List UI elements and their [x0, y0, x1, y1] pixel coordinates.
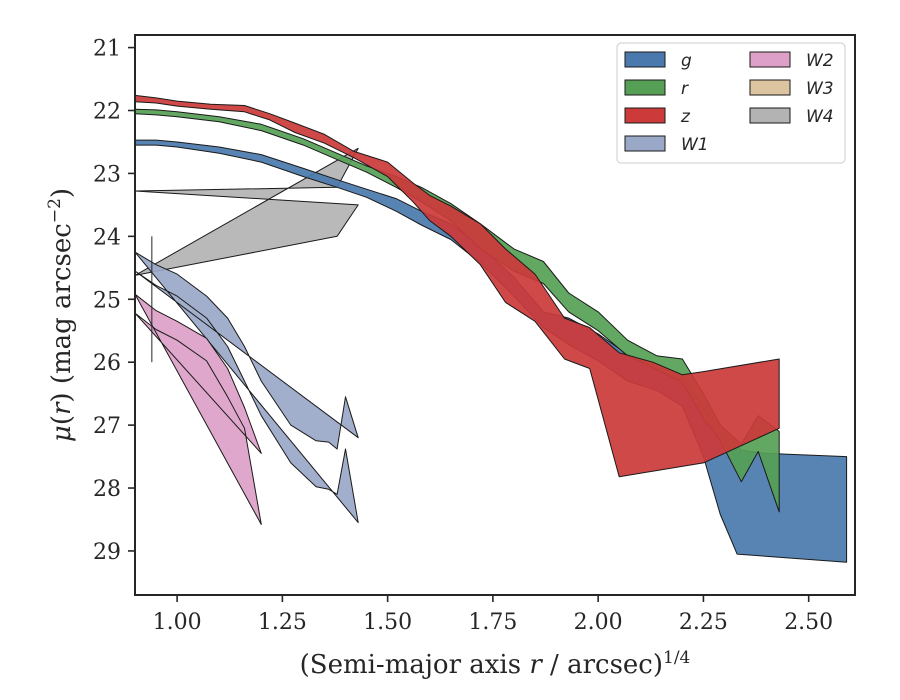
- x-axis-label: (Semi-major axis r / arcsec)1/4: [300, 648, 691, 680]
- y-tick-label: 23: [93, 162, 121, 187]
- series-layer: [135, 94, 848, 563]
- legend-frame: [616, 42, 846, 164]
- legend-label-w3: W3: [806, 79, 834, 99]
- series-band-g: [135, 139, 848, 563]
- y-tick-label: 21: [93, 37, 121, 62]
- legend-label-w1: W1: [681, 135, 709, 155]
- legend-label-w4: W4: [806, 107, 834, 127]
- x-tick-label: 1.25: [258, 610, 307, 635]
- legend-label-z: z: [680, 107, 691, 127]
- x-tick-label: 2.00: [574, 610, 623, 635]
- y-tick-label: 28: [93, 477, 121, 502]
- legend-label-g: g: [681, 51, 692, 71]
- legend-swatch-w2: [749, 51, 791, 68]
- x-tick-label: 1.00: [153, 610, 202, 635]
- x-tick-label: 2.25: [679, 610, 728, 635]
- legend-swatch-g: [624, 51, 666, 68]
- y-axis: 21 22 23 24 25 26 27 28 29: [93, 37, 135, 565]
- legend-swatch-w1: [624, 135, 666, 152]
- legend: grz W1 W2 W3 W4: [616, 42, 846, 164]
- y-tick-label: 24: [93, 225, 121, 250]
- x-tick-label: 1.50: [363, 610, 412, 635]
- series-band-z: [135, 94, 780, 478]
- legend-label-w2: W2: [806, 51, 834, 71]
- series-band-w2: [135, 293, 262, 525]
- x-axis: 1.00 1.25 1.50 1.75 2.00 2.25 2.50: [153, 595, 833, 635]
- y-tick-label: 29: [93, 540, 121, 565]
- y-axis-label: μ(r) (mag arcsec−2): [45, 188, 77, 442]
- x-tick-label: 2.50: [784, 610, 833, 635]
- legend-swatch-r: [624, 79, 666, 96]
- legend-swatch-w3: [749, 79, 791, 96]
- legend-label-r: r: [681, 79, 689, 99]
- x-tick-label: 1.75: [468, 610, 517, 635]
- y-tick-label: 27: [93, 414, 121, 439]
- legend-swatch-z: [624, 107, 666, 124]
- y-tick-label: 25: [93, 288, 121, 313]
- series-band-w1: [135, 251, 359, 524]
- y-tick-label: 26: [93, 351, 121, 376]
- legend-swatch-w4: [749, 107, 791, 124]
- y-tick-label: 22: [93, 100, 121, 125]
- plot-frame: [134, 34, 856, 596]
